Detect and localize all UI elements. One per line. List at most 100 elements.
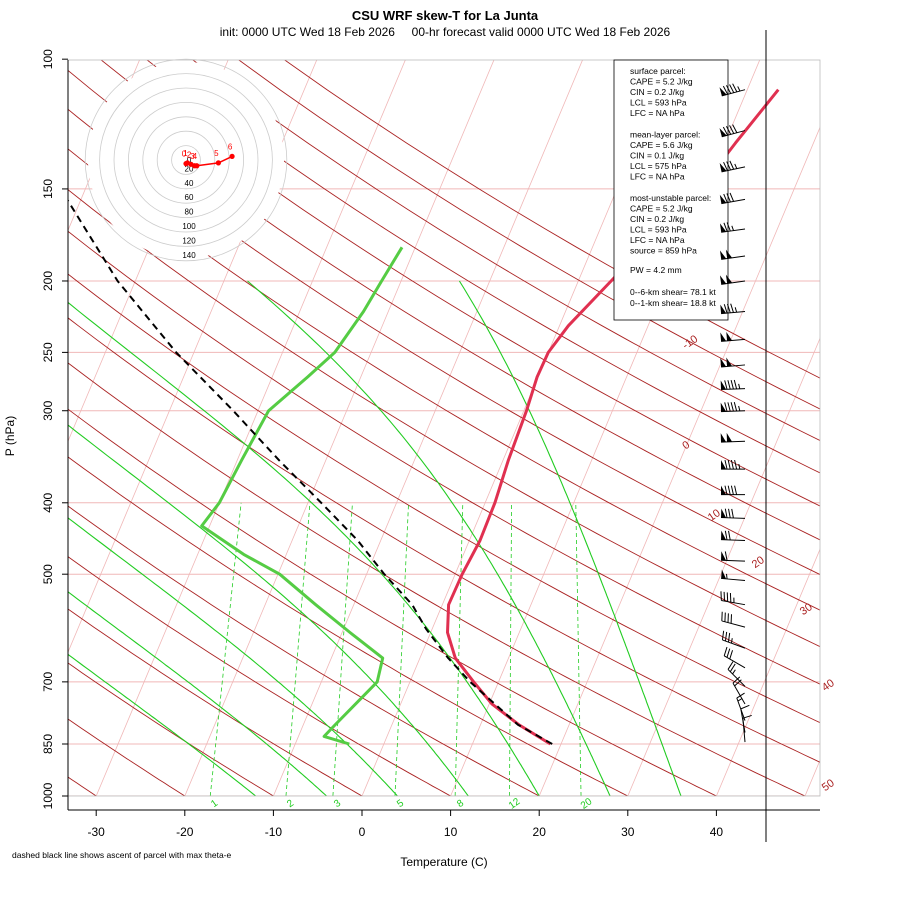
wind-barb-flag xyxy=(729,84,735,93)
hodograph-ring-label: 40 xyxy=(185,179,194,188)
dry-adiabat-label: 50 xyxy=(820,777,837,794)
dry-adiabat xyxy=(68,608,363,796)
wind-barb-pennant xyxy=(720,304,727,314)
wind-barb-flag xyxy=(726,193,731,203)
dry-adiabat xyxy=(68,408,717,796)
wind-barb xyxy=(742,714,752,743)
wind-barb-flag xyxy=(726,648,731,658)
hodograph-ring xyxy=(171,145,201,175)
moist-adiabat xyxy=(458,280,682,796)
wind-barb-pennant xyxy=(725,249,733,259)
wind-barb-flag xyxy=(734,459,738,470)
chart-title: CSU WRF skew-T for La Junta xyxy=(352,8,539,23)
hodograph-ring-label: 80 xyxy=(185,208,194,217)
hodograph-ring xyxy=(156,130,216,190)
wind-barb-pennant xyxy=(719,194,727,204)
wind-barb-pennant xyxy=(721,551,727,561)
hodograph-ring-label: 60 xyxy=(185,193,194,202)
y-tick-label: 300 xyxy=(41,400,55,420)
wind-barb-flag xyxy=(736,692,745,699)
wind-barb-staff xyxy=(720,440,746,443)
mean-layer-parcel-line: LFC = NA hPa xyxy=(630,172,685,182)
wind-barb-flag xyxy=(724,380,728,390)
hodograph-point xyxy=(215,160,221,166)
hodograph-ring xyxy=(99,73,273,247)
y-tick-label: 500 xyxy=(41,564,55,584)
wind-barb-half-flag xyxy=(734,163,738,169)
wind-barb-pennant xyxy=(719,223,727,233)
hodograph-background xyxy=(88,62,284,258)
wind-barb xyxy=(719,249,746,260)
wind-barb xyxy=(721,630,746,649)
dry-adiabat-label: 0 xyxy=(680,439,692,452)
wind-barb-pennant xyxy=(719,87,727,96)
wind-barb xyxy=(721,485,745,496)
most-unstable-parcel-line: LFC = NA hPa xyxy=(630,235,685,245)
hodograph-point-label: 5 xyxy=(214,149,219,158)
wind-barb xyxy=(721,611,746,628)
isotherm-line xyxy=(184,60,495,796)
wind-barb-flag xyxy=(731,508,734,519)
wind-barb-staff xyxy=(732,682,746,705)
hodograph-point-label: 3 xyxy=(190,152,195,161)
dry-adiabat xyxy=(68,456,629,796)
surface-parcel-line: CIN = 0.2 J/kg xyxy=(630,87,684,97)
mean-layer-parcel-line: LCL = 575 hPa xyxy=(630,161,687,171)
wind-barb-flag xyxy=(723,304,728,314)
moist-adiabat xyxy=(68,424,469,796)
wind-barb-flag xyxy=(730,303,734,313)
wind-barb-flag xyxy=(722,126,729,136)
wind-barb xyxy=(719,160,746,173)
wind-barb-half-flag xyxy=(726,573,728,580)
dry-adiabat xyxy=(68,189,820,648)
wind-barb-pennant xyxy=(720,358,727,368)
wind-barb-pennant xyxy=(726,331,733,341)
x-tick-label: -30 xyxy=(88,825,106,839)
isotherm-line xyxy=(273,60,583,796)
hodograph-ring-label: 140 xyxy=(182,251,196,260)
wind-barb-flag xyxy=(727,485,731,495)
wind-barb-flag xyxy=(730,380,734,390)
wind-barb-flag xyxy=(724,402,728,412)
wind-barb xyxy=(732,676,746,705)
hodograph-point-label: 6 xyxy=(228,142,233,151)
wind-barb-flag xyxy=(727,661,734,670)
wind-barb-flag xyxy=(730,485,734,495)
dry-adiabat xyxy=(68,273,820,724)
wind-barb-pennant xyxy=(720,433,727,443)
wind-barb-half-flag xyxy=(737,697,743,702)
wind-barb-flag xyxy=(727,380,731,390)
hodograph-ring-label: 0 xyxy=(187,156,192,165)
mixing-ratio-label: 8 xyxy=(455,798,466,810)
wind-barb-flag xyxy=(728,530,731,541)
mixing-ratio-label: 5 xyxy=(395,798,406,810)
wind-barb-flag xyxy=(725,126,732,135)
wind-barb xyxy=(720,401,746,413)
wind-barb-flag xyxy=(742,714,752,719)
wind-barb xyxy=(720,331,746,342)
wind-barb-flag xyxy=(730,402,734,412)
wind-barb-half-flag xyxy=(737,86,741,92)
wind-barb xyxy=(721,569,746,582)
wind-barb-pennant xyxy=(725,274,733,284)
mixing-ratio-line xyxy=(209,502,242,796)
isotherm-line xyxy=(538,126,820,796)
wind-barb-pennant xyxy=(721,460,726,470)
y-tick-label: 100 xyxy=(41,49,55,69)
wind-barb-flag xyxy=(724,459,728,470)
wind-barb-pennant xyxy=(720,380,727,390)
chart-subtitle: init: 0000 UTC Wed 18 Feb 2026 00-hr for… xyxy=(220,25,671,39)
wind-barb xyxy=(719,274,746,285)
hodograph-point xyxy=(194,163,200,169)
wind-barb-flag xyxy=(730,459,734,470)
wind-barb-pennant xyxy=(721,569,727,579)
y-tick-label: 1000 xyxy=(41,782,55,809)
mixing-ratio-label: 20 xyxy=(579,796,595,812)
most-unstable-parcel-line: LCL = 593 hPa xyxy=(630,225,687,235)
x-axis-label: Temperature (C) xyxy=(400,855,487,869)
x-tick-label: -10 xyxy=(265,825,283,839)
wind-barb xyxy=(720,551,746,562)
y-axis-label: P (hPa) xyxy=(3,416,17,456)
